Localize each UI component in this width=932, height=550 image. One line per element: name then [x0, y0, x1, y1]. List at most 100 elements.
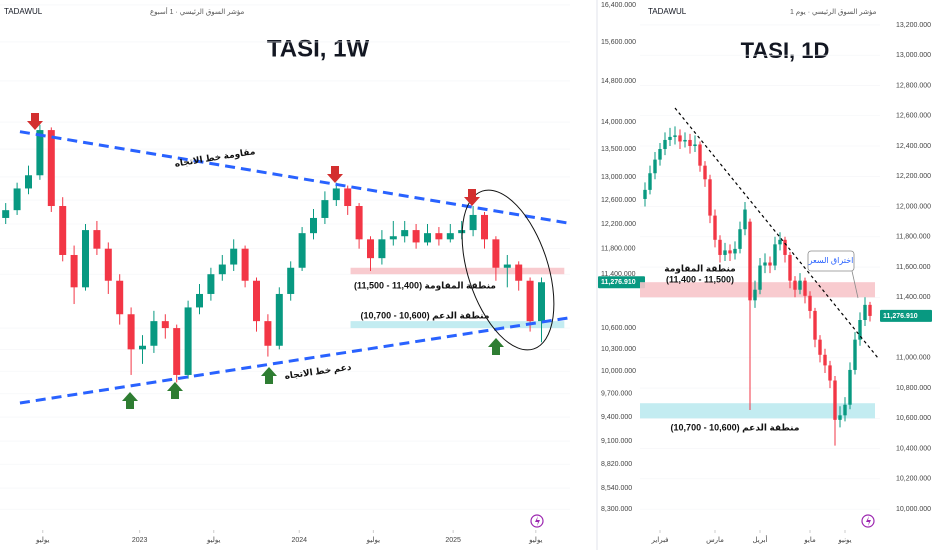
x-tick-label: يوليو	[366, 537, 380, 544]
zone-label: منطقة المقاومة	[664, 264, 735, 275]
candle-body	[230, 248, 238, 265]
candle-body	[833, 380, 837, 420]
subtitle: مؤشر السوق الرئيسي · يوم 1	[790, 9, 877, 16]
candle-body	[241, 248, 249, 281]
candle-body	[59, 206, 67, 255]
y-tick-label: 15,600.000	[601, 39, 636, 46]
candle-body	[733, 248, 737, 254]
candle-body	[708, 179, 712, 216]
candle-body	[2, 210, 10, 218]
candle-body	[469, 214, 477, 231]
tv-logo	[530, 514, 544, 528]
candle-body	[763, 262, 767, 266]
candle-body	[127, 314, 135, 350]
x-tick-label: يوليو	[35, 537, 49, 544]
candle-body	[723, 250, 727, 255]
candle-body	[104, 248, 112, 281]
y-tick-label: 12,200.000	[601, 221, 636, 228]
zone-label: منطقة الدعم (10,600 - 10,700)	[361, 311, 490, 321]
candle-body	[793, 280, 797, 290]
callout-label: اختراق السعر	[808, 256, 854, 265]
x-tick-label: مايو	[803, 537, 816, 544]
candle-body	[344, 188, 352, 207]
y-tick-label: 13,500.000	[601, 146, 636, 153]
candle-body	[868, 304, 872, 316]
x-tick-label: يونيو	[837, 537, 851, 544]
last-price-tag	[598, 276, 645, 289]
candle-body	[698, 144, 702, 166]
candle-body	[838, 415, 842, 420]
candle-body	[683, 139, 687, 142]
tv-logo	[861, 514, 875, 528]
y-tick-label: 10,600.000	[601, 325, 636, 332]
y-tick-label: 11,400.000	[601, 271, 636, 278]
candle-body	[773, 244, 777, 266]
candle-body	[663, 139, 667, 150]
candle-body	[150, 321, 158, 346]
subtitle: مؤشر السوق الرئيسي · 1 أسبوع	[150, 7, 244, 16]
y-tick-label: 9,700.000	[601, 391, 632, 398]
y-tick-label: 10,000.000	[601, 368, 636, 375]
y-tick-label: 9,400.000	[601, 414, 632, 421]
candle-body	[758, 265, 762, 290]
candle-body	[693, 144, 697, 147]
x-tick-label: 2024	[291, 537, 307, 544]
candle-body	[526, 280, 534, 322]
candle-body	[515, 264, 523, 281]
candle-body	[116, 280, 124, 315]
candle-body	[435, 233, 443, 240]
y-tick-label: 12,600.000	[896, 113, 931, 120]
x-tick-label: 2025	[445, 537, 461, 544]
chart-title: TASI, 1D	[741, 38, 830, 63]
y-tick-label: 8,540.000	[601, 485, 632, 492]
y-tick-label: 13,200.000	[896, 22, 931, 29]
candle-body	[863, 304, 867, 320]
down-arrows	[27, 113, 480, 206]
y-tick-label: 11,800.000	[601, 246, 636, 253]
y-tick-label: 8,820.000	[601, 461, 632, 468]
x-tick-label: 2023	[132, 537, 148, 544]
candle-body	[673, 135, 677, 137]
candle-body	[853, 339, 857, 370]
candle-body	[367, 239, 374, 259]
zone	[640, 403, 875, 419]
down-arrow	[27, 113, 43, 130]
x-tick-label: يوليو	[528, 537, 542, 544]
y-tick-label: 13,000.000	[896, 52, 931, 59]
down-arrow	[327, 166, 343, 183]
y-tick-label: 9,100.000	[601, 438, 632, 445]
x-tick-label: مارس	[706, 537, 724, 544]
candle-body	[82, 230, 89, 288]
candle-body	[843, 404, 847, 416]
callout-box	[807, 250, 855, 272]
zone	[640, 282, 875, 298]
y-tick-label: 10,000.000	[896, 506, 931, 513]
y-tick-label: 10,600.000	[896, 415, 931, 422]
x-tick-label: فبراير	[650, 537, 668, 544]
candle-body	[139, 345, 146, 350]
candle-body	[703, 165, 707, 180]
trendline	[19, 316, 571, 405]
candle-body	[184, 307, 192, 375]
candle-body	[653, 159, 657, 174]
candle-body	[218, 264, 226, 275]
candle-body	[718, 239, 722, 255]
candle-body	[25, 175, 32, 189]
candle-body	[788, 254, 792, 281]
y-tick-label: 11,600.000	[896, 264, 931, 271]
y-tick-label: 11,400.000	[896, 294, 931, 301]
y-tick-label: 10,200.000	[896, 476, 931, 483]
chart-title: TASI, 1W	[267, 35, 370, 62]
candle-body	[783, 239, 787, 255]
candle-body	[492, 239, 500, 268]
y-tick-label: 12,600.000	[601, 197, 636, 204]
candle-body	[275, 293, 283, 346]
up-arrows	[122, 338, 504, 409]
candle-body	[803, 280, 807, 296]
up-arrow	[122, 392, 138, 409]
up-arrow	[167, 382, 183, 399]
candle-body	[713, 215, 717, 240]
zone	[350, 321, 565, 329]
candle-body	[503, 264, 511, 268]
candle-body	[253, 280, 260, 322]
